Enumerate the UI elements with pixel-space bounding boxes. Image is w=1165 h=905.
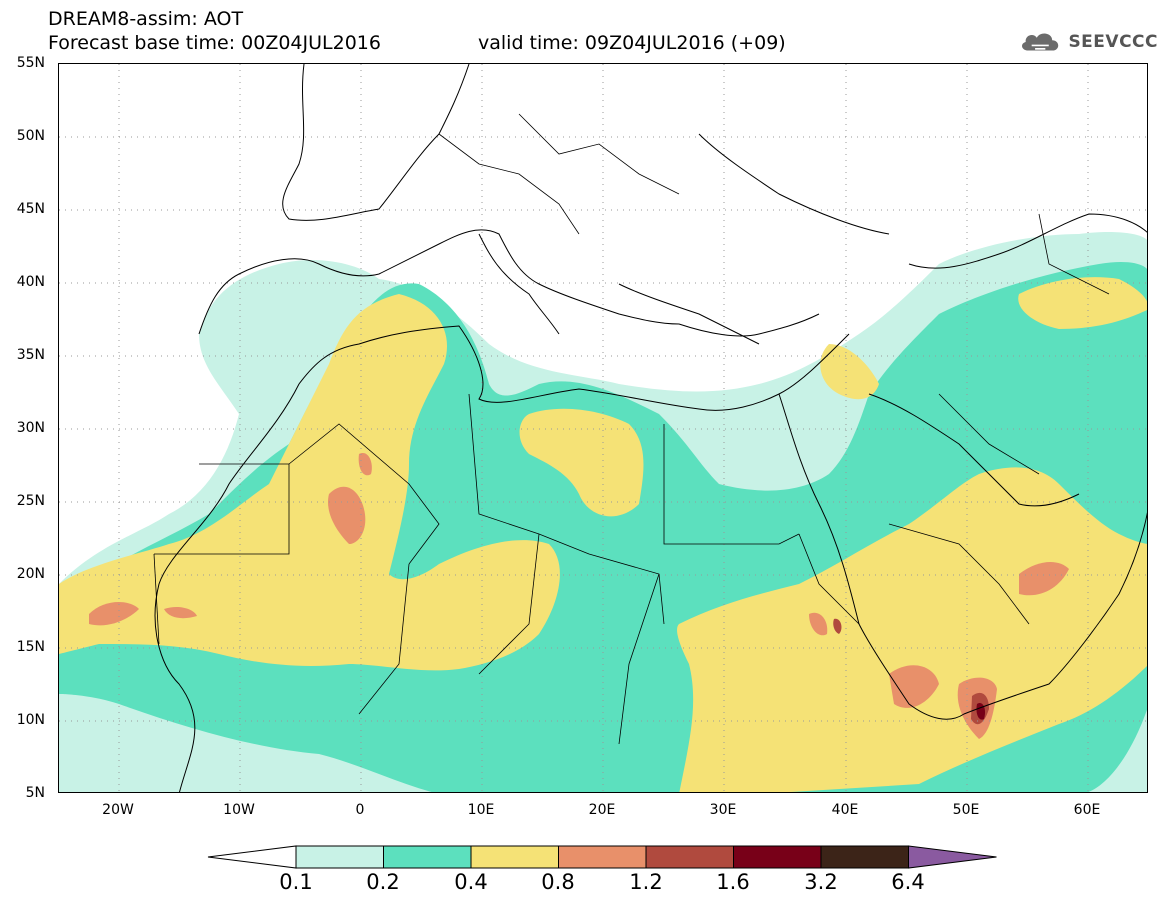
lat-label: 5N: [25, 785, 45, 801]
lon-label: 0: [355, 802, 365, 818]
aot-field-0.4: [59, 277, 1147, 792]
colorbar-label: 3.2: [804, 870, 838, 894]
colorbar-label: 0.2: [366, 870, 400, 894]
map-title: DREAM8-assim: AOT: [48, 8, 244, 30]
colorbar-over-triangle: [908, 845, 997, 869]
lat-label: 45N: [16, 201, 45, 217]
colorbar-swatch: [295, 845, 384, 869]
lat-label: 20N: [16, 566, 45, 582]
colorbar: [207, 845, 997, 869]
logo-text: SEEVCCC: [1068, 32, 1158, 52]
lat-label: 50N: [16, 128, 45, 144]
lat-label: 15N: [16, 639, 45, 655]
colorbar-label: 1.2: [629, 870, 663, 894]
lon-label: 30E: [709, 802, 737, 818]
coastlines: [154, 64, 1147, 792]
lat-label: 40N: [16, 274, 45, 290]
lon-label: 50E: [952, 802, 980, 818]
lat-label: 35N: [16, 347, 45, 363]
lon-label: 10W: [223, 802, 255, 818]
lat-label: 55N: [16, 55, 45, 71]
lon-label: 20E: [588, 802, 616, 818]
colorbar-swatch: [645, 845, 734, 869]
colorbar-swatch: [733, 845, 822, 869]
lat-label: 25N: [16, 493, 45, 509]
colorbar-label: 6.4: [891, 870, 925, 894]
colorbar-swatch: [558, 845, 647, 869]
valid-time: valid time: 09Z04JUL2016 (+09): [478, 32, 786, 54]
cloud-icon: [1022, 33, 1059, 51]
aot-map: [58, 63, 1148, 793]
lon-label: 60E: [1073, 802, 1101, 818]
seevccc-logo: SEEVCCC: [1018, 24, 1158, 60]
colorbar-swatch: [470, 845, 559, 869]
lon-label: 20W: [102, 802, 134, 818]
colorbar-label: 0.1: [279, 870, 313, 894]
lon-label: 40E: [831, 802, 859, 818]
colorbar-label: 0.8: [541, 870, 575, 894]
lon-label: 10E: [467, 802, 495, 818]
lat-label: 10N: [16, 712, 45, 728]
colorbar-swatch: [820, 845, 909, 869]
colorbar-under-triangle: [207, 845, 297, 869]
colorbar-swatch: [383, 845, 472, 869]
lat-label: 30N: [16, 420, 45, 436]
country-borders: [153, 113, 1110, 745]
forecast-base-time: Forecast base time: 00Z04JUL2016: [48, 32, 381, 54]
aot-field-0.8: [89, 453, 1069, 739]
map-canvas: [59, 64, 1147, 792]
colorbar-label: 1.6: [716, 870, 750, 894]
colorbar-label: 0.4: [454, 870, 488, 894]
